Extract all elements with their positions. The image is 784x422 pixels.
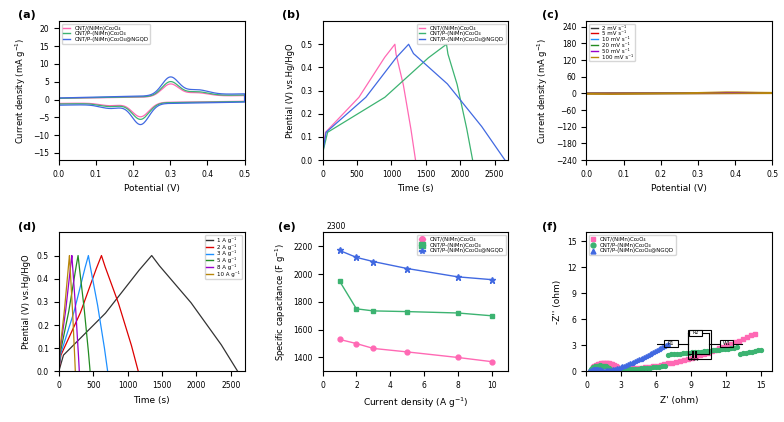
Legend: CNT/(NiMn)Co₂O₄, CNT/P-(NiMn)Co₂O₄, CNT/P-(NiMn)Co₂O₄@NGQD: CNT/(NiMn)Co₂O₄, CNT/P-(NiMn)Co₂O₄, CNT/…	[590, 235, 676, 255]
Legend: CNT/(NiMn)Co₂O₄, CNT/P-(NiMn)Co₂O₄, CNT/P-(NiMn)Co₂O₄@NGQD: CNT/(NiMn)Co₂O₄, CNT/P-(NiMn)Co₂O₄, CNT/…	[417, 24, 506, 44]
X-axis label: Potential (V): Potential (V)	[652, 184, 707, 193]
Text: (f): (f)	[542, 222, 557, 232]
Legend: 1 A g⁻¹, 2 A g⁻¹, 3 A g⁻¹, 5 A g⁻¹, 8 A g⁻¹, 10 A g⁻¹: 1 A g⁻¹, 2 A g⁻¹, 3 A g⁻¹, 5 A g⁻¹, 8 A …	[205, 235, 241, 279]
Y-axis label: Current density (mA g$^{-1}$): Current density (mA g$^{-1}$)	[536, 38, 550, 144]
Legend: CNT/(NiMn)Co₂O₄, CNT/P-(NiMn)Co₂O₄, CNT/P-(NiMn)Co₂O₄@NGQD: CNT/(NiMn)Co₂O₄, CNT/P-(NiMn)Co₂O₄, CNT/…	[62, 24, 151, 44]
Text: (a): (a)	[18, 10, 36, 20]
Text: (d): (d)	[18, 222, 36, 232]
Text: (b): (b)	[281, 10, 299, 20]
Text: (c): (c)	[542, 10, 559, 20]
X-axis label: Z' (ohm): Z' (ohm)	[660, 396, 699, 405]
Y-axis label: Specific capacitance (F g$^{-1}$): Specific capacitance (F g$^{-1}$)	[274, 243, 288, 361]
Y-axis label: -Z'' (ohm): -Z'' (ohm)	[553, 280, 561, 324]
X-axis label: Time (s): Time (s)	[397, 184, 434, 193]
X-axis label: Current density (A g$^{-1}$): Current density (A g$^{-1}$)	[363, 396, 468, 410]
Legend: CNT/(NiMn)Co₂O₄, CNT/P-(NiMn)Co₂O₄, CNT/P-(NiMn)Co₂O₄@NGQD: CNT/(NiMn)Co₂O₄, CNT/P-(NiMn)Co₂O₄, CNT/…	[417, 235, 506, 255]
Y-axis label: Ptential (V) vs.Hg/HgO: Ptential (V) vs.Hg/HgO	[23, 254, 31, 349]
X-axis label: Time (s): Time (s)	[133, 396, 170, 405]
X-axis label: Potential (V): Potential (V)	[124, 184, 180, 193]
Legend: 2 mV s⁻¹, 5 mV s⁻¹, 10 mV s⁻¹, 20 mV s⁻¹, 50 mV s⁻¹, 100 mV s⁻¹: 2 mV s⁻¹, 5 mV s⁻¹, 10 mV s⁻¹, 20 mV s⁻¹…	[590, 24, 635, 61]
Y-axis label: Current density (mA g$^{-1}$): Current density (mA g$^{-1}$)	[13, 38, 27, 144]
Y-axis label: Ptential (V) vs.Hg/HgO: Ptential (V) vs.Hg/HgO	[286, 43, 296, 138]
Text: (e): (e)	[278, 222, 296, 232]
Text: 2300: 2300	[326, 222, 346, 231]
